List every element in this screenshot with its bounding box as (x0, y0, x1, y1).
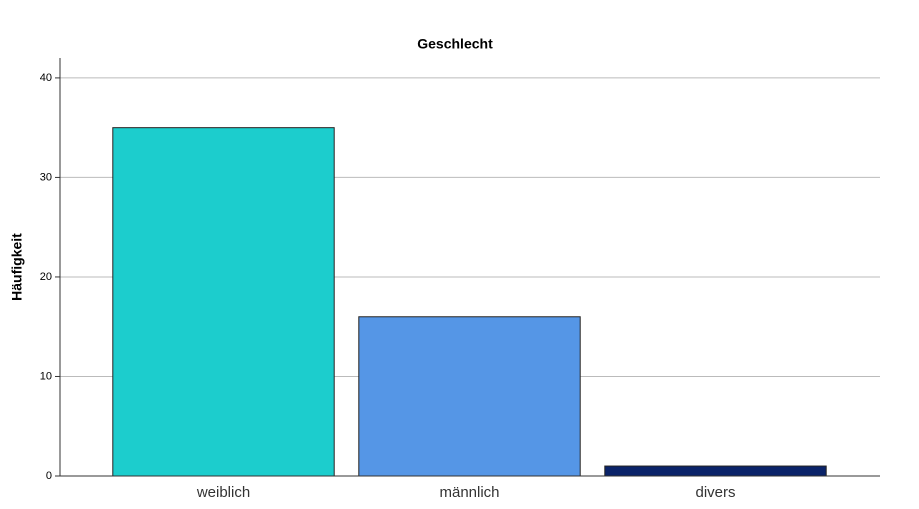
y-tick-label: 30 (40, 171, 52, 183)
bar (112, 127, 335, 477)
chart-title: Geschlecht (417, 36, 493, 52)
y-tick-label: 0 (46, 470, 52, 482)
x-tick-label: weiblich (196, 484, 250, 501)
bar (604, 465, 827, 477)
x-tick-label: männlich (439, 484, 499, 501)
y-tick-label: 10 (40, 370, 52, 382)
y-tick-label: 20 (40, 271, 52, 283)
bar (358, 316, 581, 477)
y-tick-label: 40 (40, 72, 52, 84)
x-tick-label: divers (695, 484, 735, 501)
y-axis-label: Häufigkeit (9, 233, 25, 301)
